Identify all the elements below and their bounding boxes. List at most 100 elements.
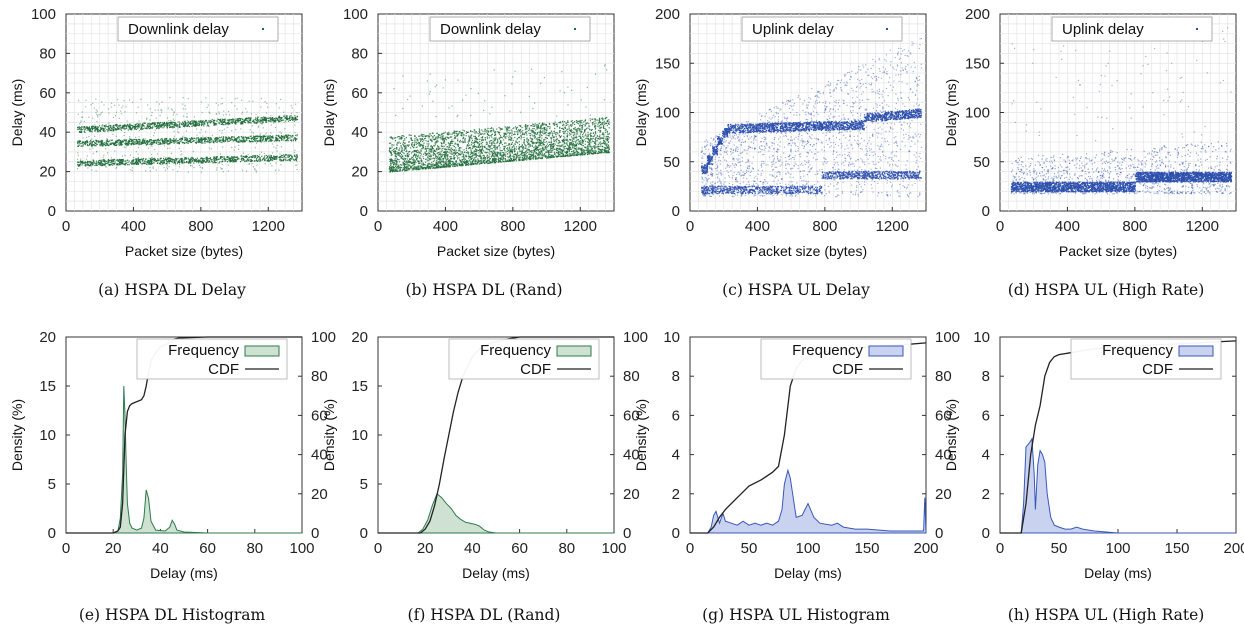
scatter-point — [559, 145, 561, 147]
scatter-point — [532, 125, 534, 127]
scatter-point — [284, 158, 286, 160]
y-tick-label: 60 — [351, 85, 368, 102]
scatter-point — [260, 151, 262, 153]
scatter-point — [89, 163, 91, 165]
scatter-point — [260, 136, 262, 138]
scatter-point — [101, 101, 103, 103]
scatter-point — [600, 142, 602, 144]
scatter-point — [194, 125, 196, 127]
scatter-point — [185, 125, 187, 127]
scatter-point — [238, 117, 240, 119]
scatter-point — [572, 134, 574, 136]
scatter-point — [276, 150, 278, 152]
panel-caption: (b) HSPA DL (Rand) — [405, 281, 562, 299]
scatter-point — [253, 160, 255, 162]
scatter-point — [168, 143, 170, 145]
scatter-point — [173, 111, 175, 113]
scatter-point — [80, 142, 82, 145]
scatter-point — [443, 161, 445, 163]
scatter-point — [174, 162, 177, 164]
scatter-point — [146, 163, 148, 165]
x-axis-label: Packet size (bytes) — [437, 243, 555, 259]
scatter-point — [390, 136, 392, 138]
scatter-point — [133, 140, 135, 143]
scatter-point — [126, 142, 128, 144]
scatter-point — [454, 134, 456, 136]
scatter-point — [425, 161, 427, 163]
scatter-point — [206, 156, 208, 158]
scatter-point — [289, 115, 291, 117]
scatter-point — [448, 147, 450, 149]
scatter-point — [163, 140, 166, 143]
scatter-point — [195, 158, 197, 160]
scatter-point — [229, 138, 231, 140]
scatter-point — [123, 128, 125, 130]
scatter-point — [284, 154, 287, 156]
y-tick-label: 20 — [351, 164, 368, 181]
scatter-point — [273, 157, 276, 159]
scatter-point — [205, 138, 207, 140]
scatter-point — [89, 162, 91, 164]
scatter-point — [111, 162, 113, 164]
scatter-point — [105, 148, 107, 150]
scatter-point — [280, 160, 282, 162]
scatter-point — [497, 151, 499, 153]
scatter-point — [492, 138, 494, 140]
scatter-point — [136, 140, 138, 142]
scatter-point — [279, 118, 281, 121]
scatter-point — [118, 144, 120, 146]
scatter-point — [440, 151, 442, 153]
scatter-point — [283, 157, 285, 159]
scatter-point — [155, 169, 157, 171]
scatter-point — [436, 132, 438, 134]
scatter-point — [216, 118, 219, 120]
scatter-point — [186, 138, 188, 140]
scatter-point — [240, 140, 242, 142]
scatter-point — [509, 136, 511, 138]
scatter-point — [285, 135, 287, 137]
scatter-point — [546, 143, 548, 145]
scatter-point — [92, 144, 95, 146]
scatter-point — [247, 159, 249, 161]
scatter-point — [115, 123, 117, 125]
scatter-point — [103, 159, 105, 161]
scatter-point — [222, 121, 224, 123]
scatter-point — [163, 156, 165, 158]
scatter-point — [401, 167, 403, 169]
scatter-point — [572, 131, 574, 134]
scatter-point — [198, 138, 200, 140]
scatter-point — [207, 161, 209, 163]
scatter-point — [538, 148, 540, 151]
scatter-point — [281, 159, 283, 161]
scatter-point — [218, 162, 220, 164]
scatter-point — [276, 157, 278, 159]
scatter-point — [104, 125, 106, 127]
scatter-point — [560, 135, 563, 137]
scatter-point — [427, 168, 430, 170]
scatter-point — [252, 137, 254, 139]
scatter-point — [169, 139, 171, 141]
scatter-point — [520, 145, 522, 148]
scatter-point — [286, 116, 288, 118]
scatter-point — [145, 140, 147, 142]
scatter-point — [259, 133, 261, 135]
scatter-point — [140, 98, 142, 100]
scatter-point — [250, 137, 252, 139]
scatter-point — [420, 160, 422, 162]
scatter-point — [149, 163, 151, 165]
scatter-point — [570, 124, 572, 126]
scatter-point — [563, 135, 565, 137]
scatter-point — [600, 127, 602, 129]
scatter-point — [85, 136, 88, 138]
scatter-point — [175, 164, 177, 166]
scatter-point — [174, 139, 176, 141]
scatter-point — [92, 145, 94, 147]
scatter-point — [103, 129, 105, 131]
scatter-point — [137, 106, 139, 108]
scatter-point — [83, 164, 85, 166]
scatter-point — [85, 158, 88, 160]
scatter-point — [571, 130, 573, 132]
scatter-point — [398, 138, 400, 140]
scatter-point — [501, 137, 504, 139]
